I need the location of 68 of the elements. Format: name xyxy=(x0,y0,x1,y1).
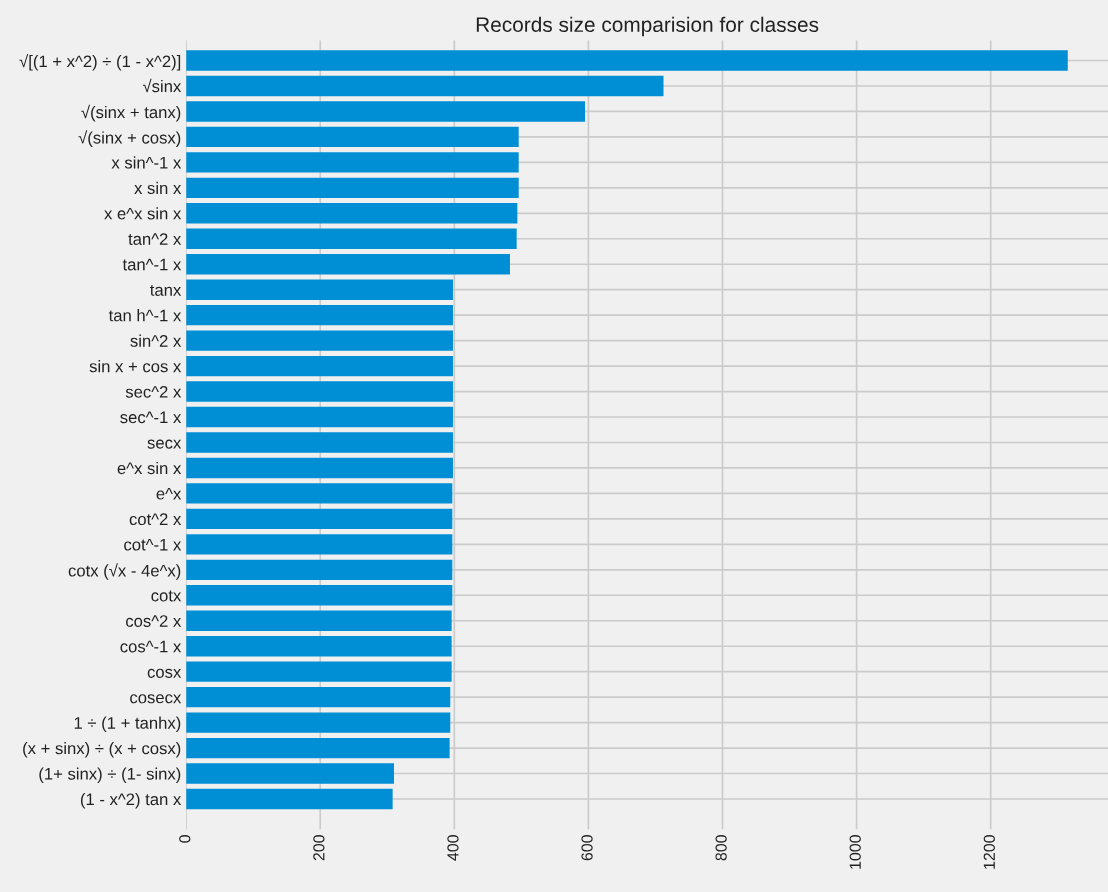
bar xyxy=(186,75,664,97)
bar xyxy=(186,585,453,606)
y-tick-label: tanx xyxy=(150,284,182,296)
y-tick-label: 1 ÷ (1 + tanhx) xyxy=(74,716,181,733)
y-tick-label: (x + sinx) ÷ (x + cosx) xyxy=(23,742,181,758)
y-tick-label: sin x + cos x xyxy=(89,360,182,373)
x-tick-label: 400 xyxy=(447,835,459,861)
y-tick-label: x e^x sin x xyxy=(104,207,182,220)
y-tick-label: tan h^-1 x xyxy=(108,309,182,322)
bar xyxy=(186,355,453,377)
y-tick-label: (1 - x^2) tan x xyxy=(80,792,182,809)
y-tick-label: cotx xyxy=(151,590,182,602)
y-tick-label: cosecx xyxy=(130,694,182,704)
bar xyxy=(186,152,519,173)
x-tick-label: 600 xyxy=(581,835,593,861)
bar xyxy=(186,559,453,580)
bar xyxy=(186,177,519,199)
chart-title: Records size comparision for classes xyxy=(476,16,819,37)
bar xyxy=(186,508,453,530)
bar xyxy=(186,737,450,759)
y-tick-label: (1+ sinx) ÷ (1- sinx) xyxy=(39,767,181,784)
y-tick-label: sec^-1 x xyxy=(120,411,182,424)
bar xyxy=(186,534,453,555)
y-tick-label: secx xyxy=(147,439,182,449)
bar xyxy=(186,406,453,428)
y-tick-label: √(sinx + cosx) xyxy=(78,130,181,147)
y-tick-label: cot^-1 x xyxy=(124,538,182,551)
y-tick-label: cotx (√x - 4e^x) xyxy=(68,563,181,580)
y-tick-label: cos^-1 x xyxy=(120,640,182,653)
bar xyxy=(186,304,453,326)
bar xyxy=(186,686,451,708)
bar xyxy=(186,101,586,122)
y-tick-label: √[(1 + x^2) ÷ (1 - x^2)] xyxy=(19,53,181,71)
y-tick-label: tan^-1 x xyxy=(122,258,182,271)
bar xyxy=(186,381,453,402)
y-tick-label: x sin x xyxy=(134,181,182,195)
bar xyxy=(186,610,452,631)
bar xyxy=(186,457,453,479)
bar xyxy=(186,763,394,784)
bar xyxy=(186,483,453,504)
bar xyxy=(186,661,452,682)
bar xyxy=(186,126,519,148)
x-tick-label: 1200 xyxy=(983,835,995,869)
y-tick-label: √(sinx + tanx) xyxy=(81,104,181,122)
x-tick-label: 800 xyxy=(715,835,727,861)
bar xyxy=(186,330,453,351)
bar xyxy=(186,788,393,810)
y-tick-label: cos^2 x xyxy=(126,615,182,627)
y-tick-label: e^x xyxy=(156,487,182,500)
y-tick-label: cosx xyxy=(147,668,182,678)
bar xyxy=(186,432,453,453)
x-tick-label: 1000 xyxy=(849,835,861,869)
y-tick-label: sec^2 x xyxy=(125,385,182,398)
y-tick-label: x sin^-1 x xyxy=(111,156,182,169)
bar xyxy=(186,279,453,300)
bar xyxy=(186,636,452,657)
bar xyxy=(186,203,518,224)
bar xyxy=(186,712,451,733)
y-tick-label: sin^2 x xyxy=(130,334,182,347)
bar xyxy=(186,50,1068,71)
y-tick-label: tan^2 x xyxy=(128,233,182,245)
x-tick-label: 0 xyxy=(179,835,191,843)
bar xyxy=(186,254,510,275)
y-tick-label: cot^2 x xyxy=(129,513,182,526)
bar xyxy=(186,228,517,249)
y-tick-label: √sinx xyxy=(142,78,182,93)
x-tick-label: 200 xyxy=(313,835,325,861)
y-tick-label: e^x sin x xyxy=(117,461,182,475)
